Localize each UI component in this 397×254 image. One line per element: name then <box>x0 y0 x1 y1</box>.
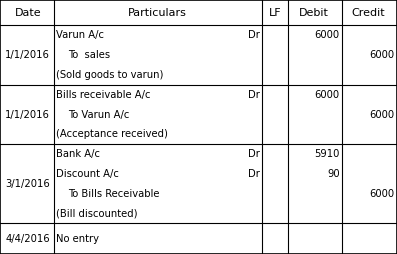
Text: (Sold goods to varun): (Sold goods to varun) <box>56 70 163 80</box>
Text: 90: 90 <box>327 169 340 179</box>
Text: To Bills Receivable: To Bills Receivable <box>68 188 159 199</box>
Text: 5910: 5910 <box>314 149 340 159</box>
Text: Debit: Debit <box>299 8 329 18</box>
Text: Discount A/c: Discount A/c <box>56 169 119 179</box>
Text: (Bill discounted): (Bill discounted) <box>56 208 137 218</box>
Text: Dr: Dr <box>248 149 260 159</box>
Text: Dr: Dr <box>248 30 260 40</box>
Text: To  sales: To sales <box>68 50 110 60</box>
Text: Dr: Dr <box>248 169 260 179</box>
Text: Bank A/c: Bank A/c <box>56 149 100 159</box>
Text: 6000: 6000 <box>370 188 395 199</box>
Text: No entry: No entry <box>56 233 99 244</box>
Text: Bills receivable A/c: Bills receivable A/c <box>56 90 150 100</box>
Text: 6000: 6000 <box>315 30 340 40</box>
Text: 3/1/2016: 3/1/2016 <box>6 179 50 189</box>
Text: 4/4/2016: 4/4/2016 <box>6 233 50 244</box>
Text: 6000: 6000 <box>315 90 340 100</box>
Text: Dr: Dr <box>248 90 260 100</box>
Text: (Acceptance received): (Acceptance received) <box>56 129 168 139</box>
Text: 6000: 6000 <box>370 50 395 60</box>
Text: Varun A/c: Varun A/c <box>56 30 104 40</box>
Text: To Varun A/c: To Varun A/c <box>68 109 129 120</box>
Text: Particulars: Particulars <box>127 8 186 18</box>
Text: 1/1/2016: 1/1/2016 <box>5 109 50 120</box>
Text: Credit: Credit <box>352 8 385 18</box>
Text: 1/1/2016: 1/1/2016 <box>5 50 50 60</box>
Text: Date: Date <box>14 8 41 18</box>
Text: LF: LF <box>268 8 281 18</box>
Text: 6000: 6000 <box>370 109 395 120</box>
